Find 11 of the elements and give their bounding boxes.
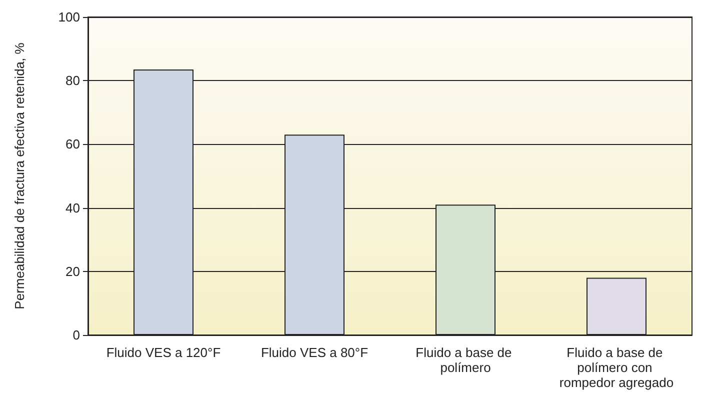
x-tick-label: Fluido a base de polímero <box>416 345 516 375</box>
y-tick-label: 40 <box>66 200 80 216</box>
y-tick-label: 100 <box>58 10 80 24</box>
y-tick-label: 60 <box>66 136 80 152</box>
x-tick-label: Fluido VES a 80°F <box>260 345 368 360</box>
x-tick-label: Fluido VES a 120°F <box>106 345 221 360</box>
y-tick-label: 0 <box>72 328 80 342</box>
y-tick-label: 80 <box>66 73 80 88</box>
x-tick-label: Fluido a base de polímero con rompedor agregado <box>559 345 674 390</box>
y-axis-title: Permeabilidad de fractura efectiva retenida, % <box>12 42 27 310</box>
y-tick-label: 20 <box>66 264 80 279</box>
